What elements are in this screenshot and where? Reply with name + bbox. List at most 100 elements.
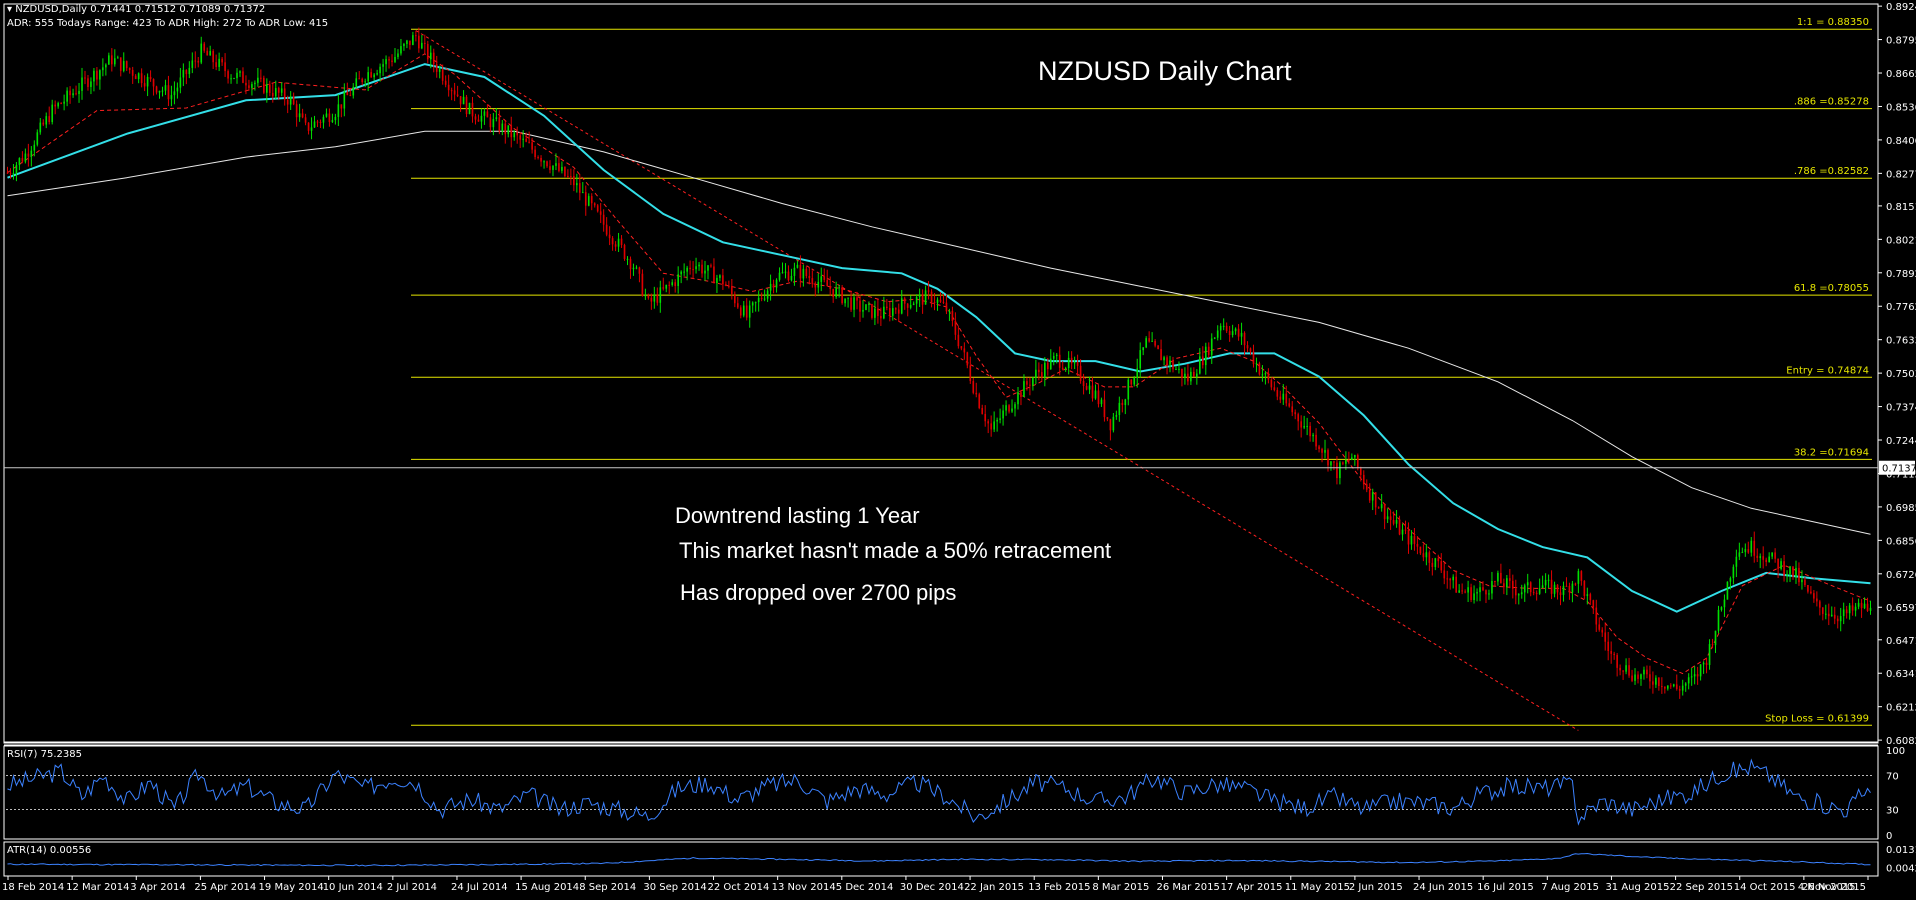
- candle-body: [1842, 609, 1845, 617]
- candle-body: [1824, 613, 1827, 615]
- candle-body: [1321, 449, 1323, 453]
- candle-body: [778, 272, 781, 280]
- candle-body: [1807, 585, 1809, 592]
- candle-body: [826, 279, 829, 287]
- candle-body: [516, 132, 519, 136]
- candle-body: [450, 90, 453, 92]
- symbol-menu-icon[interactable]: ▾: [7, 4, 13, 15]
- candle-body: [21, 158, 24, 162]
- candle-body: [441, 69, 444, 81]
- candle-body: [69, 90, 71, 96]
- candle-body: [814, 284, 817, 288]
- candle-body: [587, 196, 590, 206]
- candle-body: [555, 163, 557, 166]
- candle-body: [301, 113, 304, 118]
- candle-body: [1222, 325, 1225, 327]
- candle-body: [1565, 585, 1568, 587]
- candle-body: [760, 297, 763, 299]
- candle-body: [1661, 686, 1663, 688]
- candle-body: [701, 264, 703, 274]
- candle-body: [1714, 630, 1717, 646]
- candle-body: [1109, 419, 1112, 431]
- candle-body: [605, 224, 608, 235]
- candle-body: [328, 113, 331, 122]
- candle-body: [668, 284, 671, 286]
- candle-body: [453, 90, 456, 95]
- candle-body: [1649, 674, 1651, 682]
- candle-body: [954, 320, 957, 335]
- candle-body: [361, 78, 364, 83]
- candle-body: [152, 79, 155, 87]
- x-tick-label: 11 May 2015: [1285, 882, 1350, 893]
- candle-body: [1693, 674, 1696, 677]
- candle-body: [1088, 385, 1091, 390]
- candle-body: [1383, 504, 1386, 520]
- candle-body: [1061, 367, 1064, 370]
- candle-body: [739, 307, 742, 316]
- rsi-line: [7, 758, 1871, 826]
- candle-body: [1470, 587, 1472, 601]
- candle-body: [629, 258, 632, 270]
- candle-body: [63, 101, 65, 104]
- candle-body: [1559, 592, 1562, 595]
- candle-body: [1643, 669, 1645, 675]
- candle-body: [966, 352, 969, 366]
- x-tick-label: 12 Mar 2014: [66, 882, 129, 893]
- x-tick-label: 17 Apr 2015: [1221, 882, 1283, 893]
- candle-body: [1112, 416, 1115, 431]
- candle-body: [459, 96, 462, 105]
- candle-body: [769, 283, 772, 291]
- candle-body: [197, 60, 200, 63]
- candle-body: [1267, 373, 1270, 380]
- candle-body: [1625, 665, 1627, 672]
- candle-body: [489, 117, 492, 128]
- candle-body: [888, 308, 891, 316]
- candle-body: [1672, 684, 1675, 687]
- candle-body: [638, 267, 641, 274]
- candle-body: [409, 40, 411, 45]
- candle-body: [239, 71, 241, 73]
- price-tick-label: 0.76330: [1886, 336, 1916, 347]
- candle-body: [1526, 582, 1529, 586]
- candle-body: [662, 287, 665, 289]
- candle-body: [963, 348, 966, 353]
- candle-body: [1041, 372, 1043, 378]
- candle-body: [728, 285, 730, 287]
- candle-body: [84, 77, 86, 79]
- candle-body: [1345, 459, 1347, 464]
- rsi-tick-label: 70: [1886, 772, 1899, 783]
- candle-body: [1196, 373, 1198, 377]
- candle-body: [1562, 585, 1565, 595]
- adr-line: ADR: 555 Todays Range: 423 To ADR High: …: [7, 18, 329, 29]
- candle-body: [1127, 379, 1130, 400]
- candle-body: [1100, 399, 1103, 405]
- candle-body: [733, 293, 736, 304]
- candle-body: [230, 78, 232, 80]
- candle-body: [1228, 331, 1231, 335]
- annotation-retracement: This market hasn't made a 50% retracemen…: [679, 538, 1112, 563]
- candle-body: [480, 115, 483, 122]
- candle-body: [713, 266, 715, 284]
- candle-body: [227, 71, 229, 79]
- candle-body: [900, 298, 903, 314]
- candle-body: [1452, 576, 1455, 581]
- candle-body: [429, 52, 432, 60]
- candle-body: [573, 176, 575, 186]
- candle-body: [1854, 606, 1857, 611]
- candle-body: [337, 104, 340, 117]
- candle-body: [185, 69, 188, 75]
- x-tick-label: 2 Jul 2014: [387, 882, 437, 893]
- candle-body: [1610, 651, 1612, 654]
- candle-body: [725, 284, 727, 286]
- candle-body: [438, 69, 441, 72]
- candle-body: [698, 264, 700, 267]
- candle-body: [39, 122, 42, 133]
- candle-body: [1276, 390, 1279, 397]
- candle-body: [614, 244, 617, 247]
- candle-body: [1747, 549, 1750, 553]
- candle-body: [432, 52, 435, 65]
- candle-body: [1839, 616, 1842, 622]
- fib-level-label: Entry = 0.74874: [1786, 365, 1869, 376]
- fib-level-label: .886 =0.85278: [1794, 97, 1869, 108]
- candle-body: [1160, 349, 1162, 361]
